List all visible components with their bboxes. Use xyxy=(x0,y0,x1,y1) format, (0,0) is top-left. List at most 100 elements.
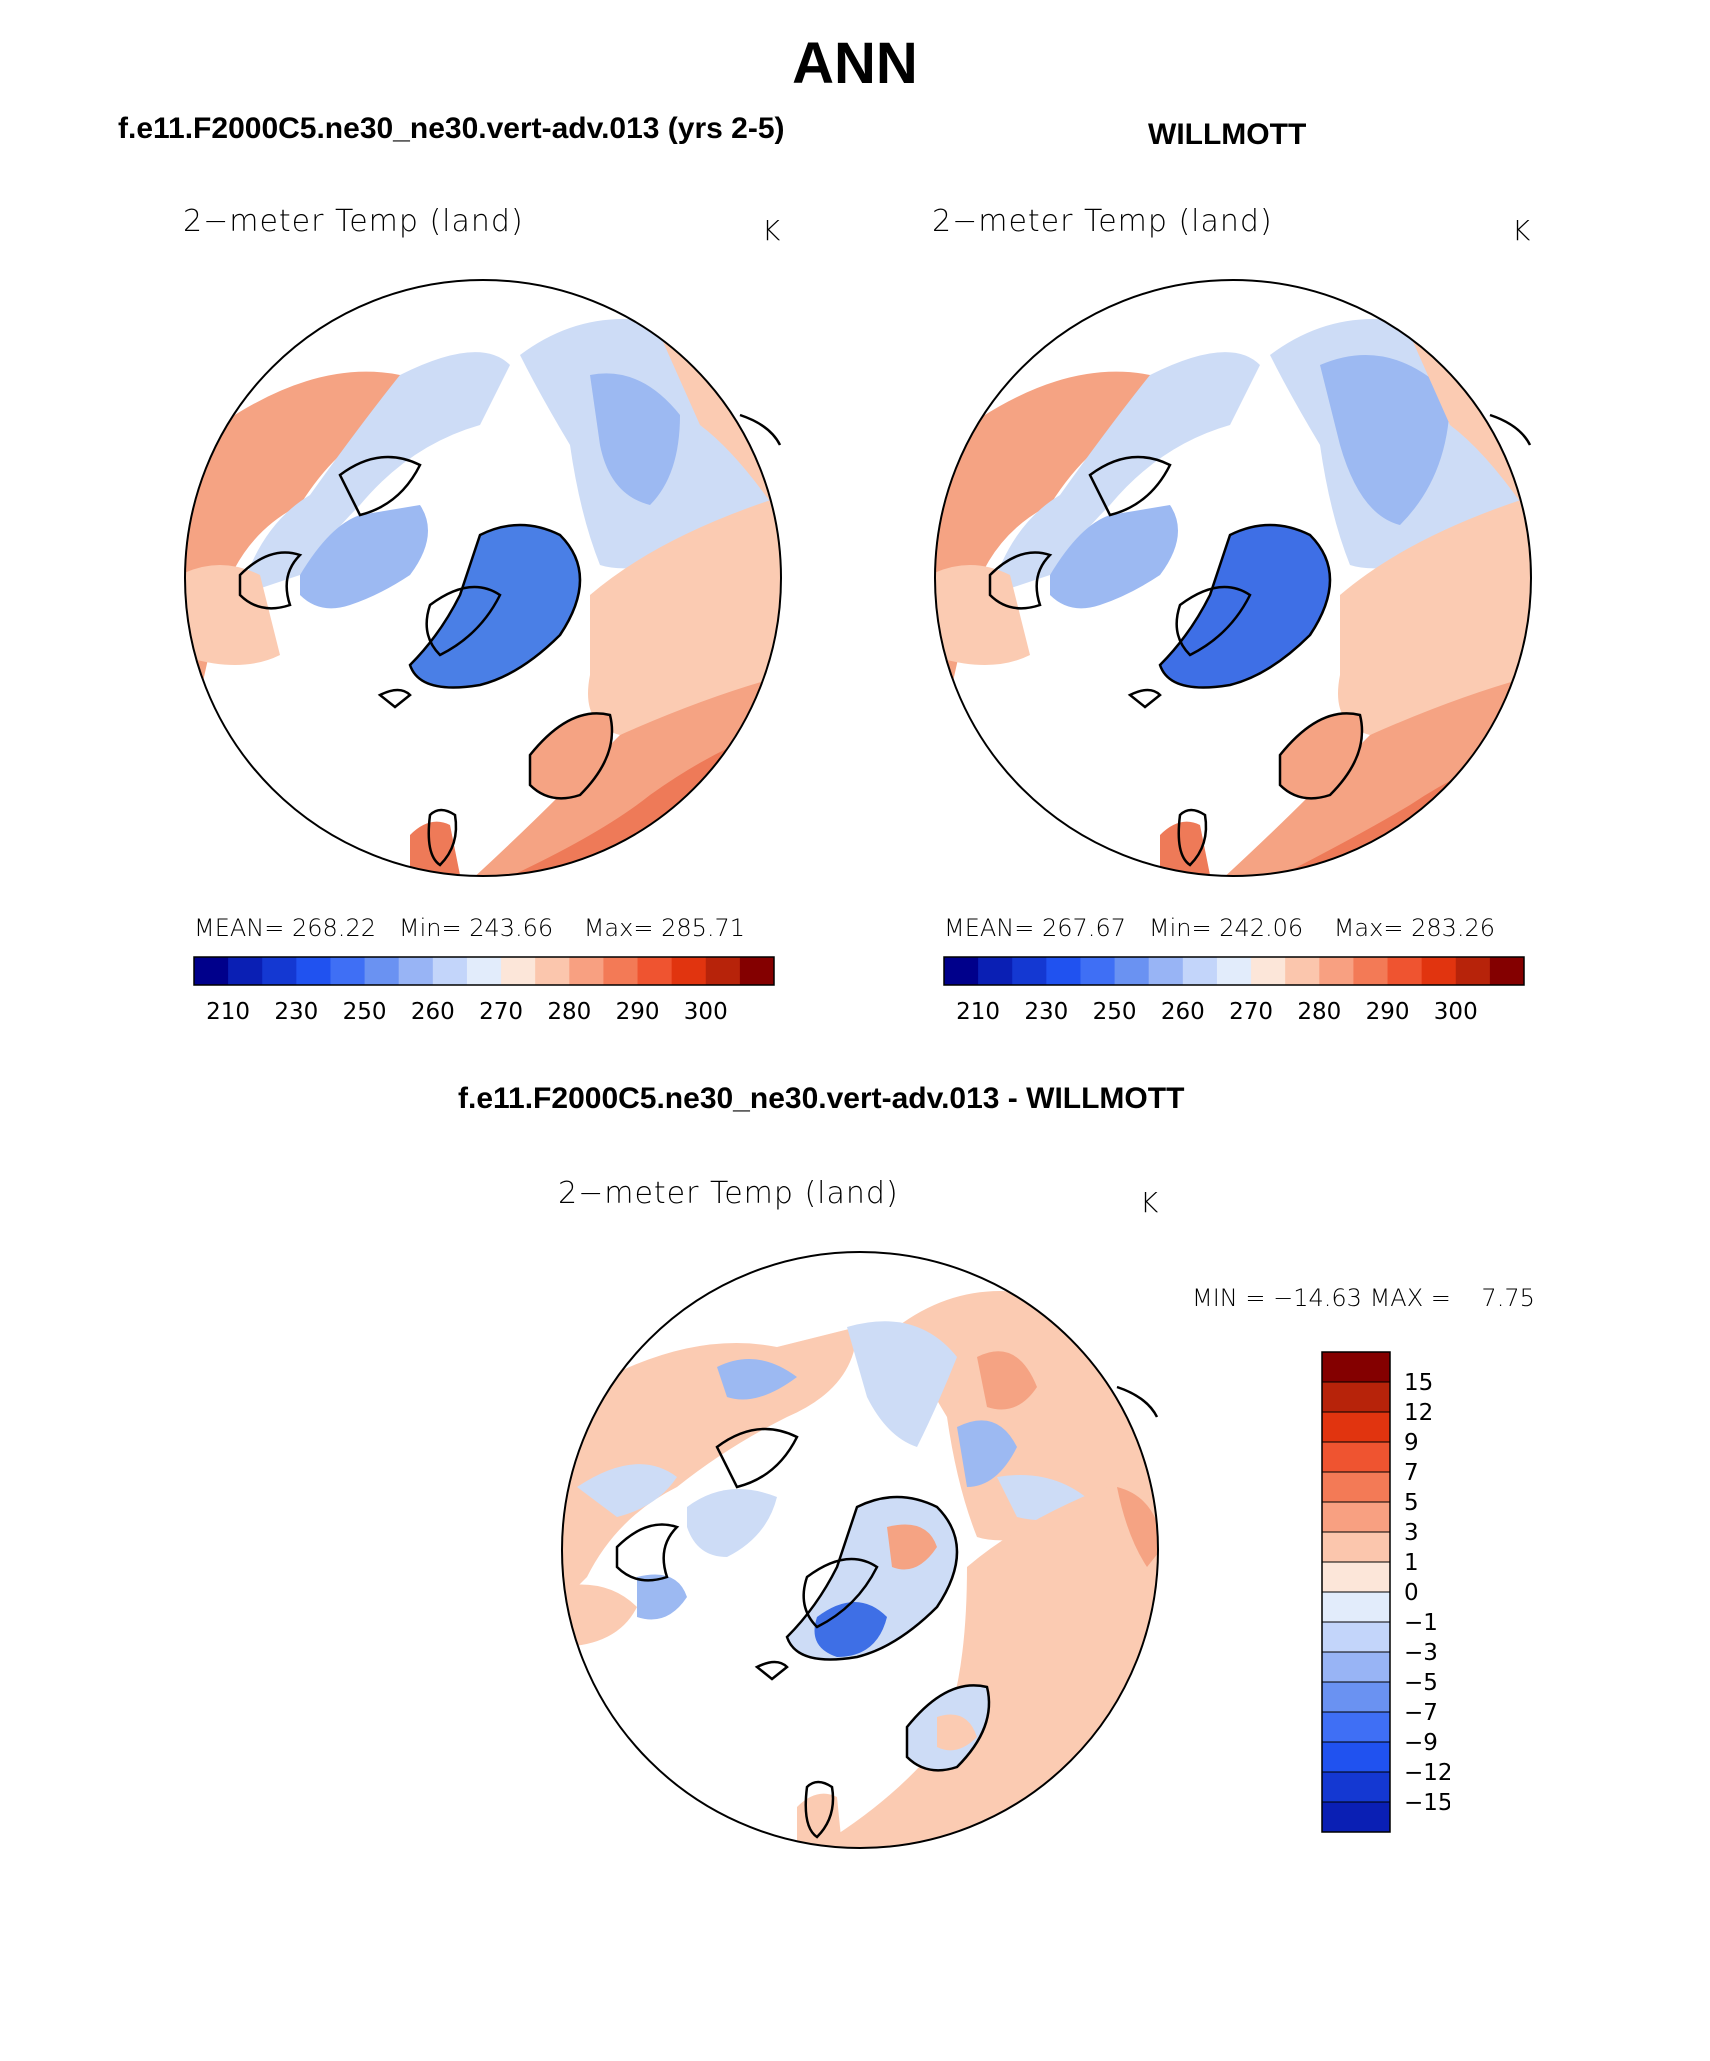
diff-units-label: K xyxy=(1140,1186,1159,1219)
diff-colorbar-swatch xyxy=(1322,1772,1390,1803)
obs-mean-value: 267.67 xyxy=(1042,914,1126,942)
model-map-fill xyxy=(185,280,781,876)
diff-colorbar-swatch xyxy=(1322,1712,1390,1743)
diff-colorbar-swatch xyxy=(1322,1622,1390,1653)
model-colorbar-swatch xyxy=(501,957,536,985)
diff-colorbar: 15 12 9 7 5 3 1 0 −1 −3 −5 −7 −9 −12 −15 xyxy=(1321,1351,1450,1833)
diff-map-fill xyxy=(562,1252,1158,1848)
diff-colorbar-tick-label: −9 xyxy=(1404,1730,1438,1756)
diff-colorbar-tick-label: −7 xyxy=(1404,1700,1438,1726)
obs-map-boundary xyxy=(934,279,1532,877)
model-colorbar-swatch xyxy=(296,957,331,985)
model-colorbar-tick-label: 270 xyxy=(479,999,523,1025)
model-colorbar-swatch xyxy=(364,957,400,985)
obs-colorbar: 210 230 250 260 270 280 290 300 xyxy=(943,956,1525,1025)
diff-variable-label: 2−meter Temp (land) xyxy=(558,1176,899,1211)
model-polar-map xyxy=(184,279,782,877)
obs-colorbar-tick-label: 260 xyxy=(1161,999,1205,1025)
model-colorbar-swatch xyxy=(466,957,502,985)
obs-colorbar-swatch xyxy=(944,957,979,985)
diff-colorbar-swatch xyxy=(1322,1382,1390,1413)
obs-max-label: Max= xyxy=(1333,914,1404,942)
model-map-boundary xyxy=(184,279,782,877)
diff-min-value: −14.63 xyxy=(1273,1284,1362,1312)
obs-map-fill xyxy=(935,280,1531,876)
diff-colorbar-swatch xyxy=(1322,1442,1390,1473)
obs-min-label: Min= xyxy=(1148,914,1212,942)
model-min-label: Min= xyxy=(398,914,462,942)
obs-colorbar-swatch xyxy=(1216,957,1252,985)
diff-colorbar-tick-label: −3 xyxy=(1404,1640,1438,1666)
obs-colorbar-swatch xyxy=(1012,957,1047,985)
diff-case-title: f.e11.F2000C5.ne30_ne30.vert-adv.013 - W… xyxy=(458,1082,1185,1115)
model-colorbar-tick-label: 210 xyxy=(206,999,250,1025)
obs-colorbar-swatch xyxy=(1489,957,1525,985)
model-stats: MEAN= 268.22 Min= 243.66 Max= 285.71 xyxy=(194,914,745,942)
obs-units-label: K xyxy=(1512,214,1531,247)
model-colorbar: 210 230 250 260 270 280 290 300 xyxy=(193,956,775,1025)
obs-colorbar-swatch xyxy=(1080,957,1116,985)
model-colorbar-swatch xyxy=(330,957,366,985)
model-max-value: 285.71 xyxy=(661,914,746,942)
model-variable-label: 2−meter Temp (land) xyxy=(183,204,524,239)
diff-colorbar-tick-label: −1 xyxy=(1404,1610,1438,1636)
model-mean-label: MEAN= xyxy=(194,914,285,942)
diff-colorbar-tick-label: 0 xyxy=(1404,1580,1419,1606)
diff-min-label: MIN = xyxy=(1192,1284,1266,1312)
diff-coastlines xyxy=(615,1385,1159,1839)
diff-colorbar-tick-label: 1 xyxy=(1404,1550,1419,1576)
obs-colorbar-swatch xyxy=(1148,957,1184,985)
diff-polar-map xyxy=(561,1251,1159,1849)
obs-colorbar-swatch xyxy=(1455,957,1491,985)
obs-colorbar-tick-label: 280 xyxy=(1297,999,1341,1025)
obs-colorbar-swatch xyxy=(1046,957,1081,985)
obs-max-value: 283.26 xyxy=(1411,914,1496,942)
obs-stats: MEAN= 267.67 Min= 242.06 Max= 283.26 xyxy=(944,914,1495,942)
obs-colorbar-tick-label: 210 xyxy=(956,999,1000,1025)
model-colorbar-swatch xyxy=(228,957,263,985)
model-colorbar-tick-label: 290 xyxy=(616,999,660,1025)
obs-colorbar-swatch xyxy=(1421,957,1457,985)
obs-min-value: 242.06 xyxy=(1219,914,1304,942)
diff-colorbar-tick-label: 7 xyxy=(1404,1460,1419,1486)
obs-colorbar-frame xyxy=(943,956,1525,986)
obs-colorbar-swatch xyxy=(1114,957,1150,985)
model-colorbar-swatch xyxy=(398,957,434,985)
obs-colorbar-swatch xyxy=(1353,957,1389,985)
model-coastlines xyxy=(238,413,782,867)
model-colorbar-tick-label: 250 xyxy=(343,999,387,1025)
obs-case-title: WILLMOTT xyxy=(1148,118,1307,151)
obs-colorbar-tick-label: 270 xyxy=(1229,999,1273,1025)
diff-colorbar-swatch xyxy=(1322,1502,1390,1533)
model-min-value: 243.66 xyxy=(469,914,554,942)
diff-colorbar-tick-label: −5 xyxy=(1404,1670,1438,1696)
diff-colorbar-tick-label: 5 xyxy=(1404,1490,1419,1516)
diff-colorbar-frame xyxy=(1321,1351,1391,1833)
obs-colorbar-swatch xyxy=(1387,957,1423,985)
diff-colorbar-swatch xyxy=(1322,1352,1390,1383)
obs-colorbar-tick-label: 290 xyxy=(1366,999,1410,1025)
diff-colorbar-tick-label: 9 xyxy=(1404,1430,1419,1456)
diff-colorbar-tick-label: 3 xyxy=(1404,1520,1419,1546)
model-colorbar-swatch xyxy=(603,957,639,985)
diff-colorbar-swatch xyxy=(1322,1532,1390,1563)
model-colorbar-swatch xyxy=(705,957,741,985)
model-mean-value: 268.22 xyxy=(292,914,376,942)
model-colorbar-tick-label: 260 xyxy=(411,999,455,1025)
obs-colorbar-swatch xyxy=(978,957,1013,985)
obs-coastlines xyxy=(988,413,1532,867)
model-colorbar-swatch xyxy=(262,957,297,985)
obs-colorbar-tick-label: 300 xyxy=(1434,999,1478,1025)
diff-colorbar-swatch xyxy=(1322,1592,1390,1623)
diff-colorbar-swatch xyxy=(1322,1742,1390,1773)
model-colorbar-tick-label: 300 xyxy=(684,999,728,1025)
model-colorbar-swatch xyxy=(637,957,673,985)
obs-variable-label: 2−meter Temp (land) xyxy=(932,204,1273,239)
obs-mean-label: MEAN= xyxy=(944,914,1035,942)
model-colorbar-tick-label: 230 xyxy=(274,999,318,1025)
model-colorbar-swatch xyxy=(432,957,468,985)
model-colorbar-swatch xyxy=(569,957,604,985)
model-case-title: f.e11.F2000C5.ne30_ne30.vert-adv.013 (yr… xyxy=(118,112,785,145)
diff-stats: MIN = −14.63 MAX = 7.75 xyxy=(1192,1284,1535,1312)
diff-colorbar-tick-label: −15 xyxy=(1404,1790,1450,1816)
